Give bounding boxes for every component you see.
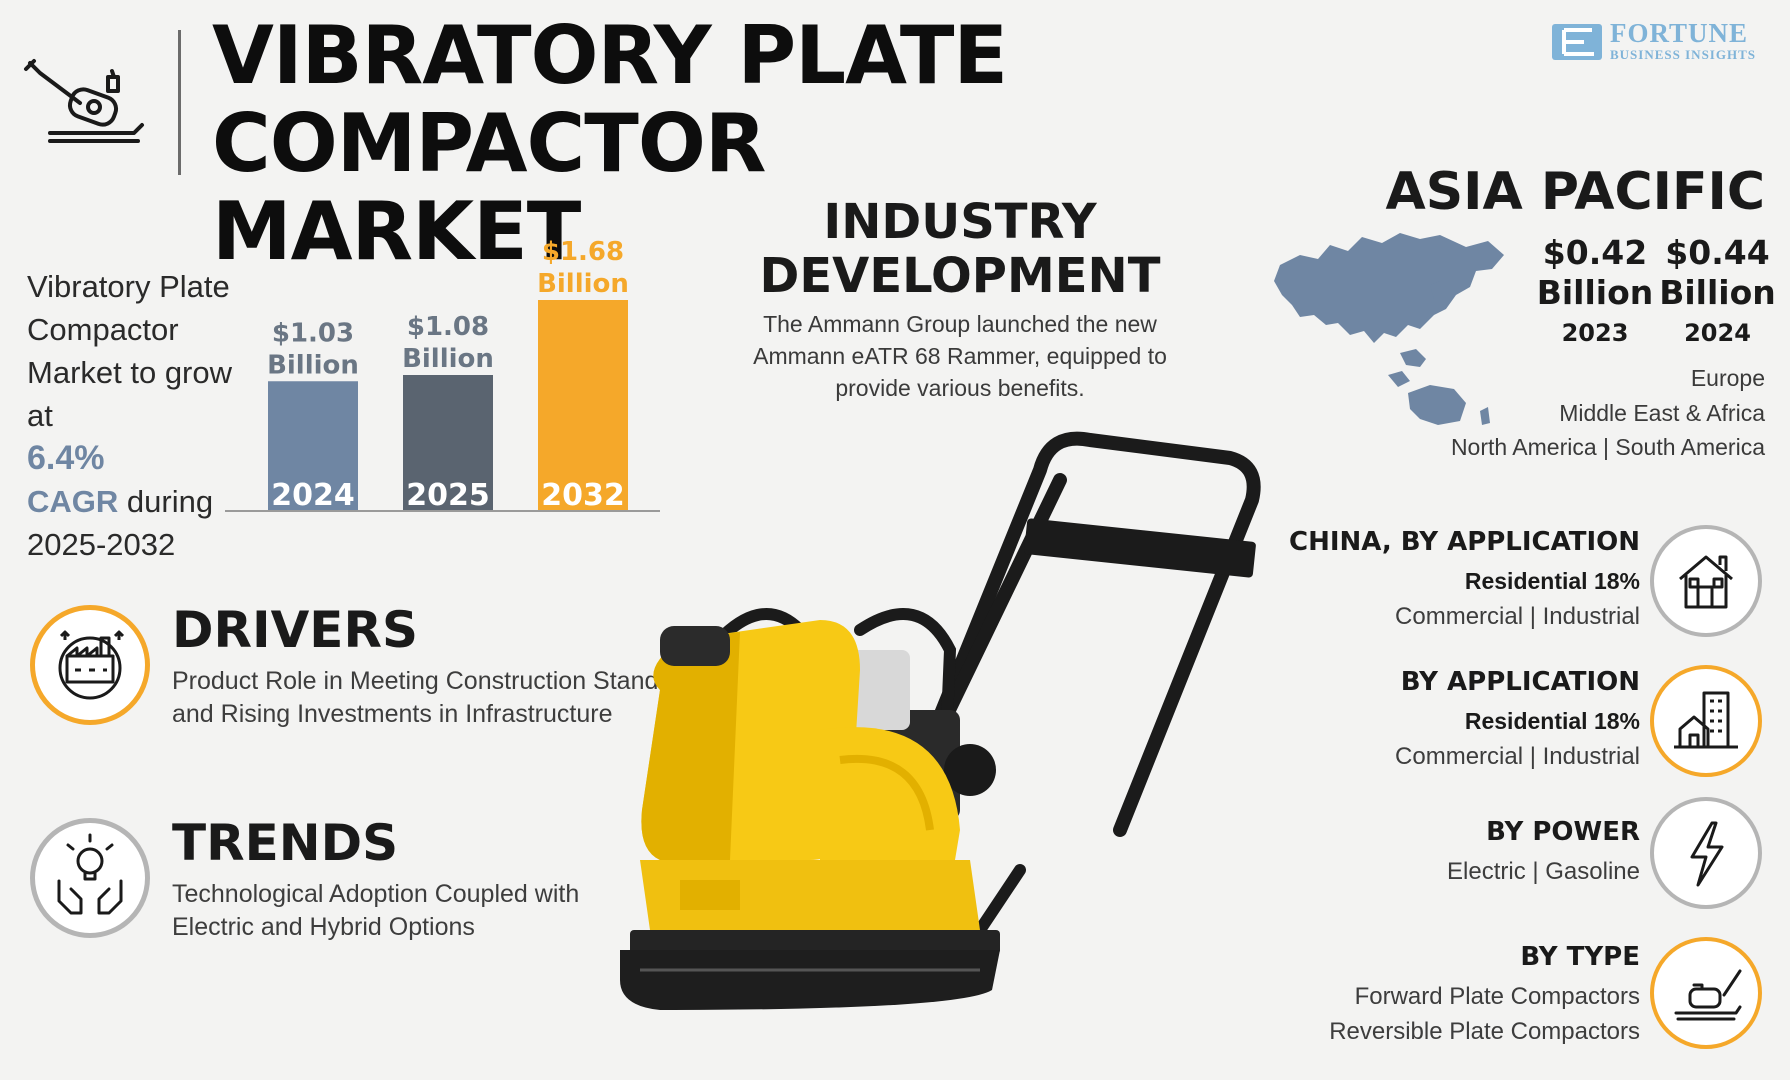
- region-value-amount: $0.42: [1542, 233, 1648, 272]
- trends-title: TRENDS: [172, 814, 399, 872]
- cagr-lead: Vibratory Plate Compactor Market to grow…: [27, 269, 233, 433]
- chart-value-label: $1.08: [407, 312, 489, 342]
- chart-value-label: $1.68: [542, 237, 624, 267]
- region-value-2024: $0.44 Billion 2024: [1655, 233, 1780, 353]
- segment-application-circle: [1650, 665, 1762, 777]
- segment-power-items: Electric | Gasoline: [1447, 858, 1640, 885]
- compactor-icon: [1674, 969, 1742, 1021]
- page-title: VIBRATORY PLATE COMPACTOR MARKET: [212, 12, 1512, 276]
- brand-mark-icon: [1552, 24, 1602, 60]
- drivers-title: DRIVERS: [172, 601, 418, 659]
- cagr-tail: during: [126, 484, 214, 519]
- brand-subtitle: BUSINESS INSIGHTS: [1610, 47, 1756, 62]
- region-value-year: 2024: [1684, 319, 1751, 347]
- drivers-text: Product Role in Meeting Construction Sta…: [172, 667, 708, 728]
- region-value-unit: Billion: [1659, 273, 1776, 312]
- industry-title-line1: INDUSTRY: [823, 194, 1097, 250]
- brand-logo: FORTUNE BUSINESS INSIGHTS: [1550, 18, 1772, 68]
- segment-application-title: BY APPLICATION: [1400, 667, 1640, 697]
- chart-category-label: 2025: [406, 478, 490, 513]
- lightbulb-hands-icon: [57, 833, 123, 915]
- chart-value-label: Billion: [267, 350, 359, 380]
- segment-type-title: BY TYPE: [1520, 942, 1640, 972]
- plate-compactor-image: [620, 431, 1261, 1010]
- region-value-2023: $0.42 Billion 2023: [1535, 233, 1655, 353]
- cagr-period: 2025-2032: [27, 527, 176, 562]
- page-title-line2: MARKET: [212, 185, 581, 278]
- region-title: ASIA PACIFIC: [1385, 162, 1765, 222]
- industry-title-line2: DEVELOPMENT: [759, 248, 1161, 304]
- segment-power-circle: [1650, 797, 1762, 909]
- segment-china-application-share: Residential 18%: [1464, 568, 1640, 594]
- chart-bar-2032: [538, 300, 628, 510]
- region-value-amount: $0.44: [1665, 233, 1770, 272]
- region-value-year: 2023: [1561, 319, 1629, 347]
- factory-gear-icon: [58, 630, 125, 700]
- industry-development-title: INDUSTRY DEVELOPMENT: [730, 195, 1190, 303]
- segment-china-application-items: Commercial | Industrial: [1395, 603, 1640, 630]
- cagr-word: CAGR: [27, 484, 119, 519]
- chart-category-label: 2024: [271, 478, 355, 513]
- chart-bar-2024: [268, 381, 358, 510]
- trends-circle: [30, 818, 150, 938]
- region-americas: North America | South America: [1450, 434, 1765, 460]
- chart-value-label: Billion: [537, 269, 629, 299]
- house-icon: [1679, 555, 1733, 609]
- lightning-icon: [1690, 821, 1724, 887]
- trends-text: Technological Adoption Coupled with Elec…: [172, 880, 580, 941]
- segment-type-item-forward: Forward Plate Compactors: [1354, 983, 1640, 1010]
- segment-type-item-reversible: Reversible Plate Compactors: [1329, 1018, 1640, 1045]
- region-value-unit: Billion: [1536, 273, 1654, 312]
- page-title-line1: VIBRATORY PLATE COMPACTOR: [212, 9, 1008, 190]
- drivers-circle: [30, 605, 150, 725]
- brand-name: FORTUNE: [1610, 18, 1749, 48]
- chart-category-label: 2032: [541, 478, 625, 513]
- market-size-bar-chart: 2024$1.03Billion2025$1.08Billion2032$1.6…: [225, 237, 660, 513]
- cagr-summary: Vibratory Plate Compactor Market to grow…: [27, 265, 242, 566]
- region-europe: Europe: [1690, 365, 1765, 391]
- segment-china-application-circle: [1650, 525, 1762, 637]
- chart-value-label: $1.03: [272, 318, 354, 348]
- asia-pacific-map-icon: [1274, 233, 1504, 425]
- region-middle-east-africa: Middle East & Africa: [1559, 400, 1765, 426]
- industry-development-text: The Ammann Group launched the new Ammann…: [753, 311, 1167, 401]
- segment-application-share: Residential 18%: [1464, 708, 1640, 734]
- compactor-logo-icon: [24, 59, 144, 143]
- chart-bar-2025: [403, 375, 493, 510]
- segment-power-title: BY POWER: [1486, 817, 1640, 847]
- segment-application-items: Commercial | Industrial: [1395, 743, 1640, 770]
- segment-type-circle: [1650, 937, 1762, 1049]
- segment-china-application-title: CHINA, BY APPLICATION: [1288, 527, 1640, 557]
- cagr-value: 6.4%: [27, 439, 105, 477]
- chart-value-label: Billion: [402, 344, 494, 374]
- title-divider: [178, 30, 181, 175]
- buildings-icon: [1674, 691, 1738, 749]
